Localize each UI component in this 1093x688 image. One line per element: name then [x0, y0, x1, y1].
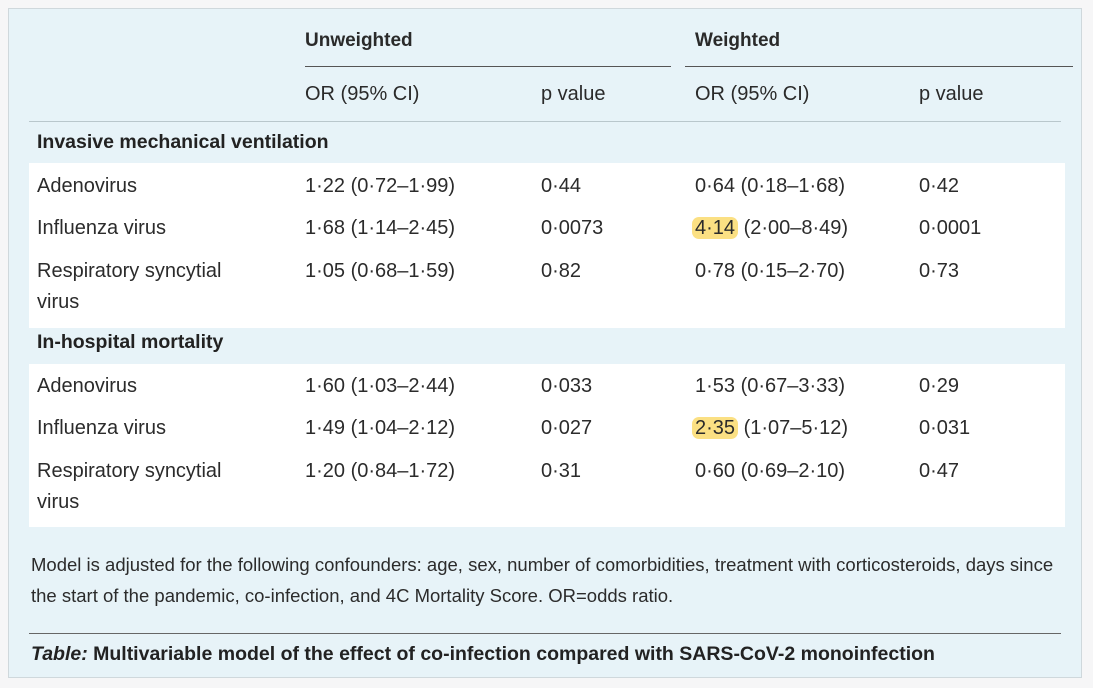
- or-weighted-ci: (0·69–2·10): [735, 460, 846, 482]
- or-weighted-cell: 1·53 (0·67–3·33): [695, 371, 845, 401]
- or-weighted-estimate: 0·78: [695, 260, 736, 282]
- highlighted-or-estimate: 2·35: [692, 417, 739, 439]
- section-label-ventilation: Invasive mechanical ventilation: [37, 131, 329, 153]
- table-footnote: Model is adjusted for the following conf…: [31, 554, 1054, 606]
- or-weighted-estimate: 0·64: [695, 175, 736, 197]
- column-header-or-weighted: OR (95% CI): [695, 83, 810, 105]
- table-caption: Table: Multivariable model of the effect…: [31, 643, 935, 666]
- p-weighted-cell: 0·0001: [919, 217, 982, 239]
- row-label: Adenovirus: [37, 175, 138, 197]
- or-weighted-cell: 2·35 (1·07–5·12): [692, 413, 849, 443]
- p-unweighted-cell: 0·027: [541, 417, 593, 439]
- or-weighted-ci: (0·15–2·70): [735, 260, 846, 282]
- section-label-mortality: In-hospital mortality: [37, 331, 224, 353]
- p-unweighted-cell: 0·82: [541, 260, 582, 282]
- or-unweighted-cell: 1·60 (1·03–2·44): [305, 375, 456, 397]
- section-band-mortality: [29, 364, 1065, 527]
- p-weighted-cell: 0·42: [919, 175, 960, 197]
- p-weighted-cell: 0·47: [919, 460, 960, 482]
- or-weighted-ci: (0·67–3·33): [735, 375, 846, 397]
- row-label-continued: virus: [37, 491, 80, 513]
- or-weighted-ci: (0·18–1·68): [735, 175, 846, 197]
- row-label: Influenza virus: [37, 417, 166, 439]
- group-header-unweighted: Unweighted: [305, 30, 413, 51]
- or-weighted-estimate: 0·60: [695, 460, 736, 482]
- p-unweighted-cell: 0·0073: [541, 217, 604, 239]
- p-weighted-cell: 0·29: [919, 375, 960, 397]
- or-unweighted-cell: 1·05 (0·68–1·59): [305, 260, 456, 282]
- or-weighted-cell: 0·60 (0·69–2·10): [695, 456, 845, 486]
- caption-rule: [29, 633, 1061, 634]
- or-weighted-estimate: 1·53: [695, 375, 736, 397]
- caption-prefix: Table:: [31, 643, 88, 665]
- header-divider: [29, 121, 1061, 122]
- highlighted-or-estimate: 4·14: [692, 217, 739, 239]
- or-unweighted-cell: 1·22 (0·72–1·99): [305, 175, 456, 197]
- or-weighted-cell: 0·64 (0·18–1·68): [695, 171, 845, 201]
- or-weighted-cell: 0·78 (0·15–2·70): [695, 256, 845, 286]
- row-label: Respiratory syncytial: [37, 460, 222, 482]
- or-unweighted-cell: 1·20 (0·84–1·72): [305, 460, 456, 482]
- column-header-or-unweighted: OR (95% CI): [305, 83, 420, 105]
- row-label: Influenza virus: [37, 217, 166, 239]
- or-unweighted-cell: 1·49 (1·04–2·12): [305, 417, 456, 439]
- group-header-weighted: Weighted: [695, 30, 781, 51]
- p-unweighted-cell: 0·44: [541, 175, 582, 197]
- row-label: Adenovirus: [37, 375, 138, 397]
- section-band-ventilation: [29, 163, 1065, 328]
- or-weighted-ci: (1·07–5·12): [738, 417, 849, 439]
- row-label: Respiratory syncytial: [37, 260, 222, 282]
- p-unweighted-cell: 0·033: [541, 375, 593, 397]
- or-weighted-ci: (2·00–8·49): [738, 217, 849, 239]
- or-weighted-cell: 4·14 (2·00–8·49): [692, 213, 849, 243]
- group-rule-weighted: [685, 66, 1073, 67]
- or-unweighted-cell: 1·68 (1·14–2·45): [305, 217, 456, 239]
- p-weighted-cell: 0·73: [919, 260, 960, 282]
- p-unweighted-cell: 0·31: [541, 460, 582, 482]
- column-header-p-weighted: p value: [919, 83, 984, 105]
- p-weighted-cell: 0·031: [919, 417, 971, 439]
- column-header-p-unweighted: p value: [541, 83, 606, 105]
- table-figure: Unweighted Weighted OR (95% CI) p value …: [8, 8, 1082, 678]
- caption-text: Multivariable model of the effect of co-…: [87, 643, 935, 665]
- group-rule-unweighted: [305, 66, 671, 67]
- row-label-continued: virus: [37, 291, 80, 313]
